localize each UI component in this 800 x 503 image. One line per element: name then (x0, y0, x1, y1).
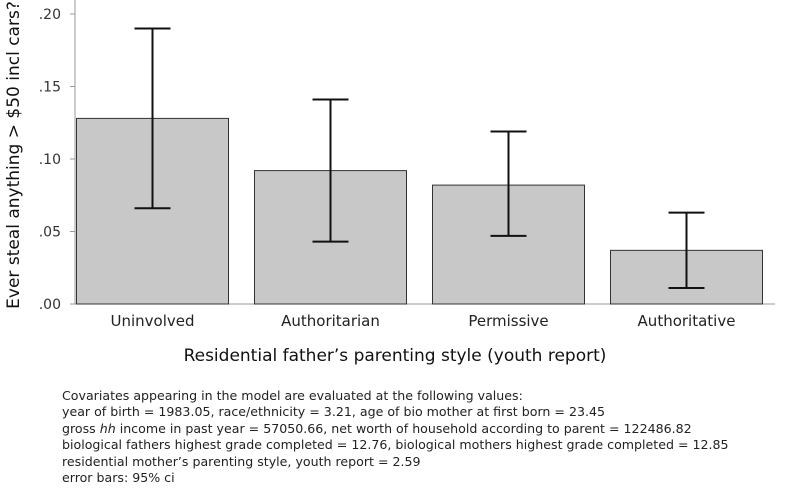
notes-line-3-prefix: gross (62, 420, 100, 436)
x-tick-label-permissive: Permissive (468, 312, 548, 330)
y-tick-label: .20 (39, 7, 61, 23)
y-axis-ticks: .00 .05 .10 .15 .20 (39, 7, 75, 313)
notes-line-4: biological fathers highest grade complet… (62, 437, 729, 453)
notes-line-1: Covariates appearing in the model are ev… (62, 388, 523, 403)
notes-line-3-hh: hh (99, 420, 116, 436)
y-tick-label: .00 (39, 297, 61, 313)
y-tick-label: .15 (39, 80, 61, 96)
error-bar-permissive (490, 130, 527, 237)
notes-line-6: error bars: 95% ci (62, 470, 175, 486)
x-tick-label-uninvolved: Uninvolved (110, 312, 194, 330)
y-axis-title: Ever steal anything > $50 incl cars? (4, 1, 24, 309)
error-bar-uninvolved (134, 27, 171, 210)
x-tick-label-authoritative: Authoritative (638, 312, 736, 330)
y-tick-label: .05 (39, 225, 61, 241)
y-tick-label: .10 (39, 152, 61, 168)
error-bar-authoritative (668, 211, 705, 290)
bar-chart: .00 .05 .10 .15 .20 Uninvolved Authoritarian P… (4, 0, 775, 366)
x-tick-label-authoritarian: Authoritarian (281, 312, 380, 330)
error-bar-authoritarian (312, 98, 349, 243)
bars (76, 117, 763, 305)
notes-line-2: year of birth = 1983.05, race/ethnicity … (62, 404, 606, 420)
x-axis-title: Residential father’s parenting style (yo… (184, 346, 607, 366)
error-bars (134, 27, 705, 290)
notes-line-5: residential mother’s parenting style, yo… (62, 453, 421, 469)
covariate-notes: Covariates appearing in the model are ev… (62, 388, 792, 486)
notes-line-3: gross hh income in past year = 57050.66,… (62, 421, 792, 437)
x-axis-tick-labels: Uninvolved Authoritarian Permissive Authori… (110, 312, 735, 330)
notes-line-3-rest: income in past year = 57050.66, net wort… (115, 420, 692, 436)
